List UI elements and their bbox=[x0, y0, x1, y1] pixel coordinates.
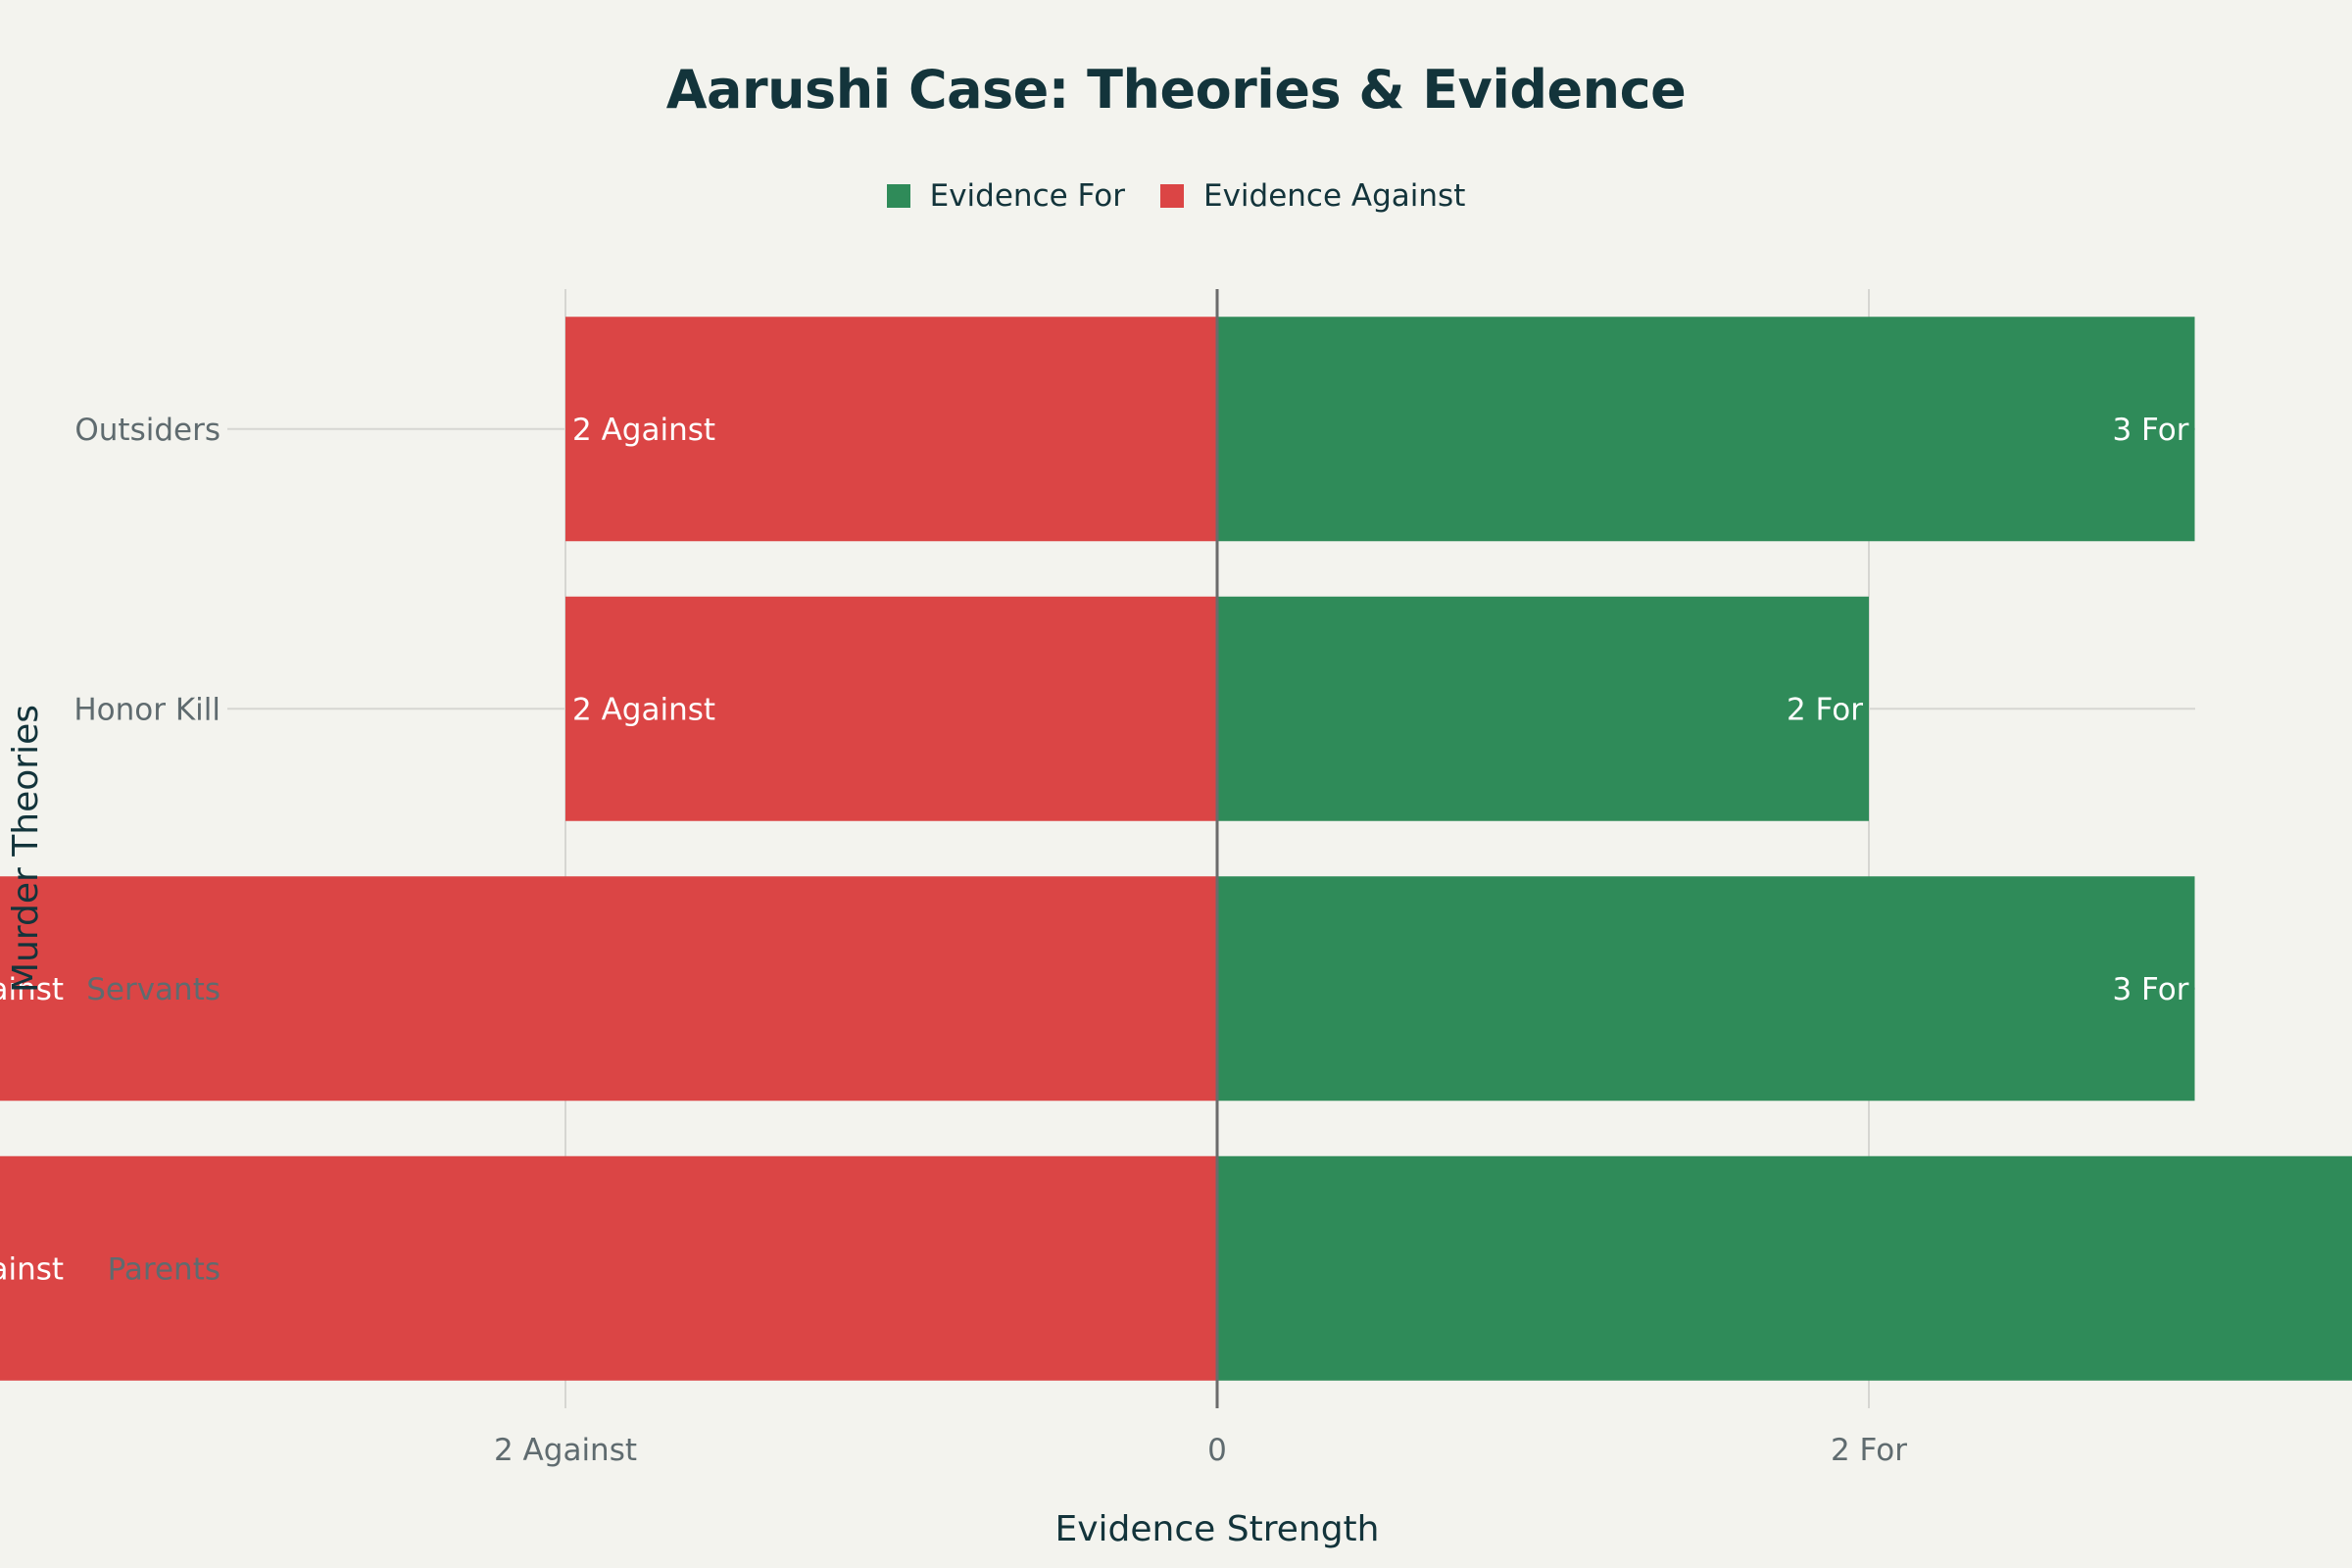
legend-label-for: Evidence For bbox=[929, 178, 1125, 214]
y-axis-title: Murder Theories bbox=[6, 705, 46, 993]
bar-evidence-for[interactable] bbox=[1217, 317, 2195, 542]
bar-label-against: 4 Against bbox=[0, 972, 64, 1007]
bar-evidence-against[interactable] bbox=[0, 1155, 1217, 1381]
y-tick-label: Servants bbox=[86, 972, 220, 1007]
bar-evidence-for[interactable] bbox=[1217, 596, 1869, 821]
legend-item-against[interactable]: Evidence Against bbox=[1159, 178, 1466, 214]
legend: Evidence For Evidence Against bbox=[0, 178, 2352, 214]
bar-label-against: 4 Against bbox=[0, 1251, 64, 1287]
y-tick-label: Honor Kill bbox=[74, 692, 220, 727]
bar-label-for: 3 For bbox=[2112, 413, 2188, 448]
legend-swatch-against bbox=[1159, 184, 1184, 208]
chart-title: Aarushi Case: Theories & Evidence bbox=[665, 59, 1687, 121]
x-tick-label: 2 For bbox=[1831, 1433, 1907, 1468]
legend-swatch-for bbox=[886, 184, 910, 208]
bar-label-for: 2 For bbox=[1787, 692, 1863, 727]
x-tick-label: 2 Against bbox=[494, 1433, 637, 1468]
bar-evidence-for[interactable] bbox=[1217, 876, 2195, 1102]
x-tick-label: 0 bbox=[1207, 1433, 1227, 1468]
bar-evidence-against[interactable] bbox=[565, 596, 1217, 821]
bar-evidence-against[interactable] bbox=[0, 876, 1217, 1102]
y-tick-label: Parents bbox=[108, 1251, 220, 1287]
bar-evidence-for[interactable] bbox=[1217, 1155, 2352, 1381]
bar-layer bbox=[0, 317, 2352, 1381]
legend-label-against: Evidence Against bbox=[1202, 178, 1466, 214]
legend-item-for[interactable]: Evidence For bbox=[886, 178, 1125, 214]
bar-label-against: 2 Against bbox=[572, 692, 715, 727]
bar-label-against: 2 Against bbox=[572, 413, 715, 448]
y-tick-label: Outsiders bbox=[74, 413, 220, 448]
bar-label-for: 3 For bbox=[2112, 972, 2188, 1007]
bar-evidence-against[interactable] bbox=[565, 317, 1217, 542]
x-axis-title: Evidence Strength bbox=[1055, 1509, 1380, 1549]
